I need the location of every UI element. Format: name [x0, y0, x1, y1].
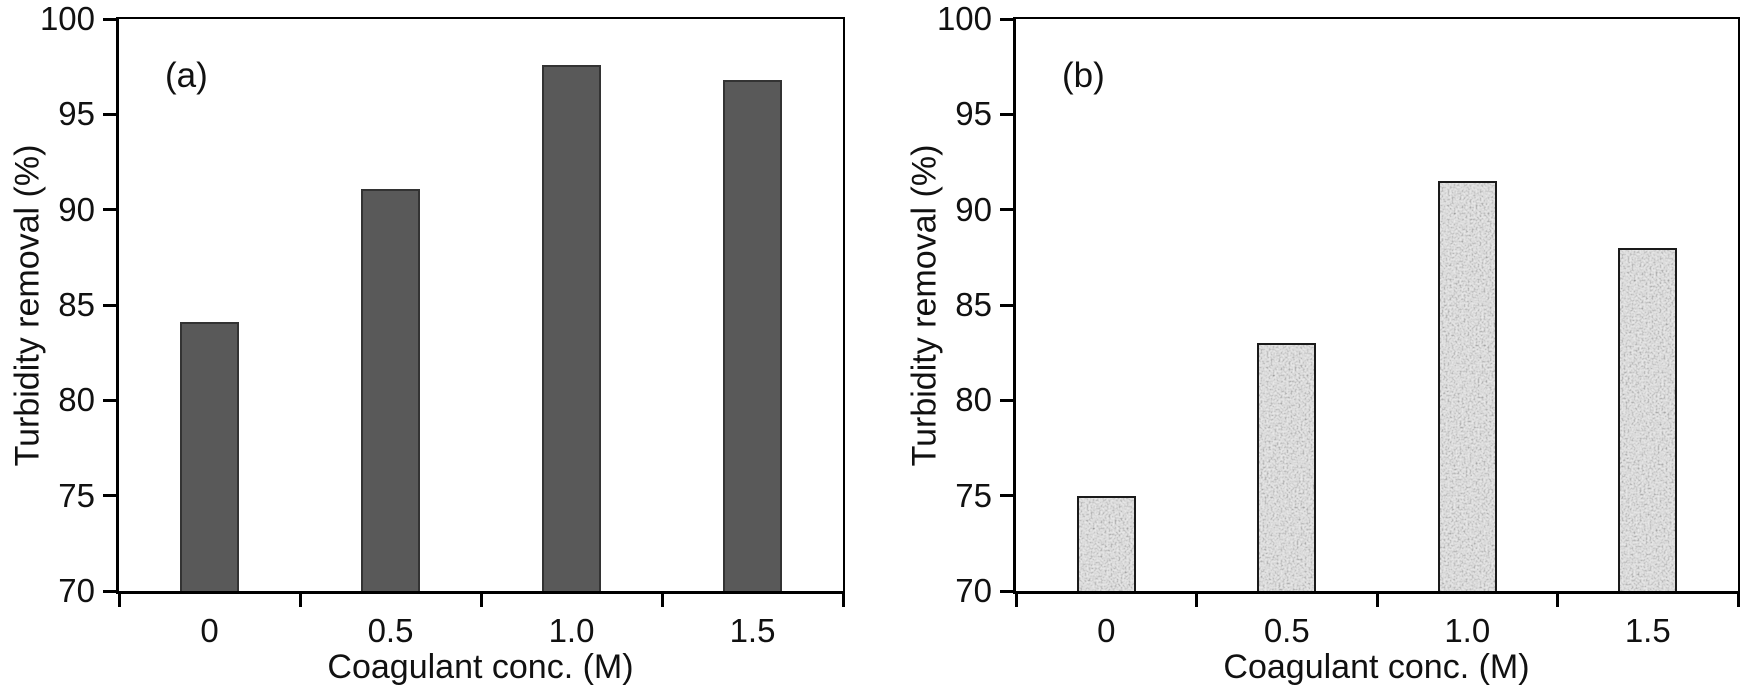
bar [1257, 343, 1317, 591]
y-axis-tick [1000, 112, 1013, 116]
panel-label-b: (b) [1062, 56, 1105, 95]
bar [1437, 181, 1497, 591]
x-tick-label: 0.5 [1263, 612, 1310, 649]
x-axis-tick [479, 594, 483, 607]
speckle-fill [1439, 183, 1495, 591]
y-tick-label: 95 [955, 95, 992, 133]
x-axis-tick [298, 594, 302, 607]
y-axis-tick [103, 17, 116, 21]
x-tick-label: 1.0 [1444, 612, 1491, 649]
speckle-fill [1078, 497, 1134, 591]
x-axis-tick [660, 594, 664, 607]
bar [723, 80, 782, 591]
y-tick-label: 80 [955, 381, 992, 419]
y-tick-label: 85 [955, 286, 992, 323]
y-tick-label: 100 [39, 0, 95, 37]
y-axis-tick [103, 494, 116, 498]
y-tick-label: 70 [58, 572, 95, 609]
x-axis-title-a: Coagulant conc. (M) [327, 648, 634, 686]
y-axis-tick [103, 398, 116, 402]
x-tick-label: 1.5 [1624, 612, 1671, 649]
x-axis-tick [1195, 594, 1198, 607]
y-axis-tick [103, 589, 116, 593]
y-axis-tick [1000, 17, 1013, 21]
bar [180, 322, 239, 591]
x-axis-tick [117, 594, 121, 607]
x-tick-label: 0 [1097, 612, 1116, 649]
y-axis-tick [1000, 589, 1013, 593]
y-axis-tick [1000, 303, 1013, 307]
y-tick-label: 80 [58, 381, 95, 419]
bar [1618, 247, 1678, 591]
x-axis-tick [1556, 594, 1559, 607]
y-tick-label: 75 [955, 476, 992, 514]
x-axis-tick [841, 594, 845, 607]
bar [361, 188, 420, 591]
x-tick-label: 0.5 [367, 612, 414, 649]
y-tick-label: 90 [58, 190, 95, 228]
y-tick-label: 85 [58, 286, 95, 323]
y-axis-tick [1000, 398, 1013, 402]
y-tick-label: 100 [936, 0, 992, 37]
panel-label-a: (a) [165, 56, 208, 95]
y-tick-label: 90 [955, 190, 992, 228]
y-axis-tick [103, 112, 116, 116]
y-axis-tick [1000, 494, 1013, 498]
plot-area-b: (b) 70 75 80 85 90 95 100 0 0.5 1.0 1.5 [937, 2, 1740, 648]
y-axis-tick [1000, 208, 1013, 212]
bar [1076, 495, 1136, 591]
plot-area-a: (a) 70 75 80 85 90 95 100 0 0.5 1.0 1.5 [40, 2, 845, 648]
speckle-fill [1259, 345, 1315, 591]
x-axis-title-b: Coagulant conc. (M) [1223, 648, 1530, 686]
bar [542, 64, 601, 591]
x-axis-tick [1375, 594, 1379, 607]
x-tick-label: 0 [200, 612, 219, 649]
y-axis-tick [103, 303, 116, 307]
y-tick-label: 75 [58, 476, 95, 514]
x-axis-tick [1014, 594, 1018, 607]
x-axis-tick [1736, 594, 1740, 607]
speckle-fill [1620, 249, 1676, 591]
x-tick-label: 1.0 [548, 612, 595, 649]
y-tick-label: 95 [58, 95, 95, 133]
x-tick-label: 1.5 [729, 612, 776, 649]
y-axis-tick [103, 208, 116, 212]
y-tick-label: 70 [955, 572, 992, 609]
